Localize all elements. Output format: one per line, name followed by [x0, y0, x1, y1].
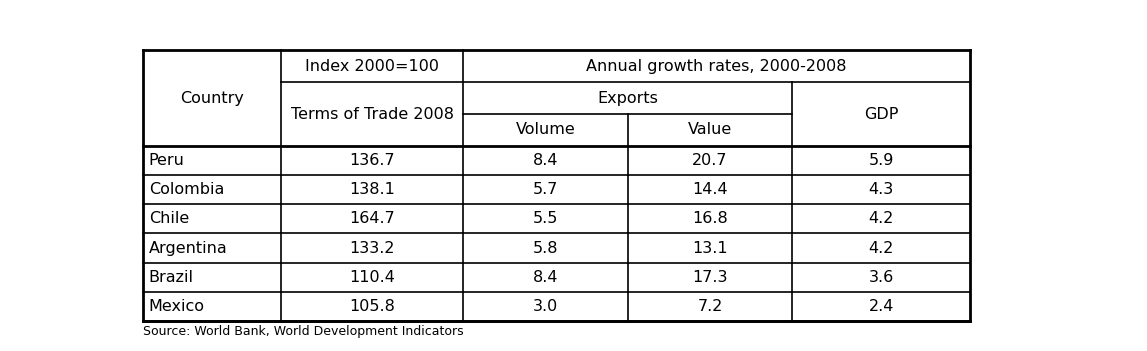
Text: 136.7: 136.7 [350, 153, 395, 168]
Text: Index 2000=100: Index 2000=100 [305, 59, 439, 74]
Text: 16.8: 16.8 [692, 211, 728, 226]
Text: Country: Country [180, 91, 244, 106]
Text: 4.3: 4.3 [868, 182, 894, 197]
Text: Argentina: Argentina [149, 240, 227, 256]
Text: Colombia: Colombia [149, 182, 224, 197]
Text: 164.7: 164.7 [350, 211, 396, 226]
Text: Brazil: Brazil [149, 270, 194, 285]
Text: 138.1: 138.1 [350, 182, 396, 197]
Text: Volume: Volume [516, 122, 576, 138]
Text: 133.2: 133.2 [350, 240, 395, 256]
Text: 20.7: 20.7 [693, 153, 728, 168]
Text: 8.4: 8.4 [533, 153, 559, 168]
Text: Source: World Bank, World Development Indicators: Source: World Bank, World Development In… [143, 325, 465, 338]
Text: 13.1: 13.1 [693, 240, 728, 256]
Text: 7.2: 7.2 [697, 299, 723, 314]
Text: 3.0: 3.0 [533, 299, 559, 314]
Text: 4.2: 4.2 [868, 240, 894, 256]
Text: Annual growth rates, 2000-2008: Annual growth rates, 2000-2008 [586, 59, 846, 74]
Text: 8.4: 8.4 [533, 270, 559, 285]
Text: Value: Value [688, 122, 732, 138]
Text: 4.2: 4.2 [868, 211, 894, 226]
Text: 2.4: 2.4 [868, 299, 894, 314]
Text: 5.7: 5.7 [533, 182, 559, 197]
Text: 17.3: 17.3 [693, 270, 728, 285]
Text: Terms of Trade 2008: Terms of Trade 2008 [291, 106, 454, 121]
Text: Mexico: Mexico [149, 299, 204, 314]
Text: Peru: Peru [149, 153, 185, 168]
Text: 5.8: 5.8 [533, 240, 559, 256]
Text: Exports: Exports [598, 91, 658, 106]
Text: 5.5: 5.5 [533, 211, 559, 226]
Text: 5.9: 5.9 [868, 153, 894, 168]
Text: Chile: Chile [149, 211, 189, 226]
Text: 110.4: 110.4 [350, 270, 396, 285]
Text: 14.4: 14.4 [693, 182, 728, 197]
Text: 105.8: 105.8 [350, 299, 396, 314]
Text: GDP: GDP [864, 106, 898, 121]
Text: 3.6: 3.6 [868, 270, 894, 285]
